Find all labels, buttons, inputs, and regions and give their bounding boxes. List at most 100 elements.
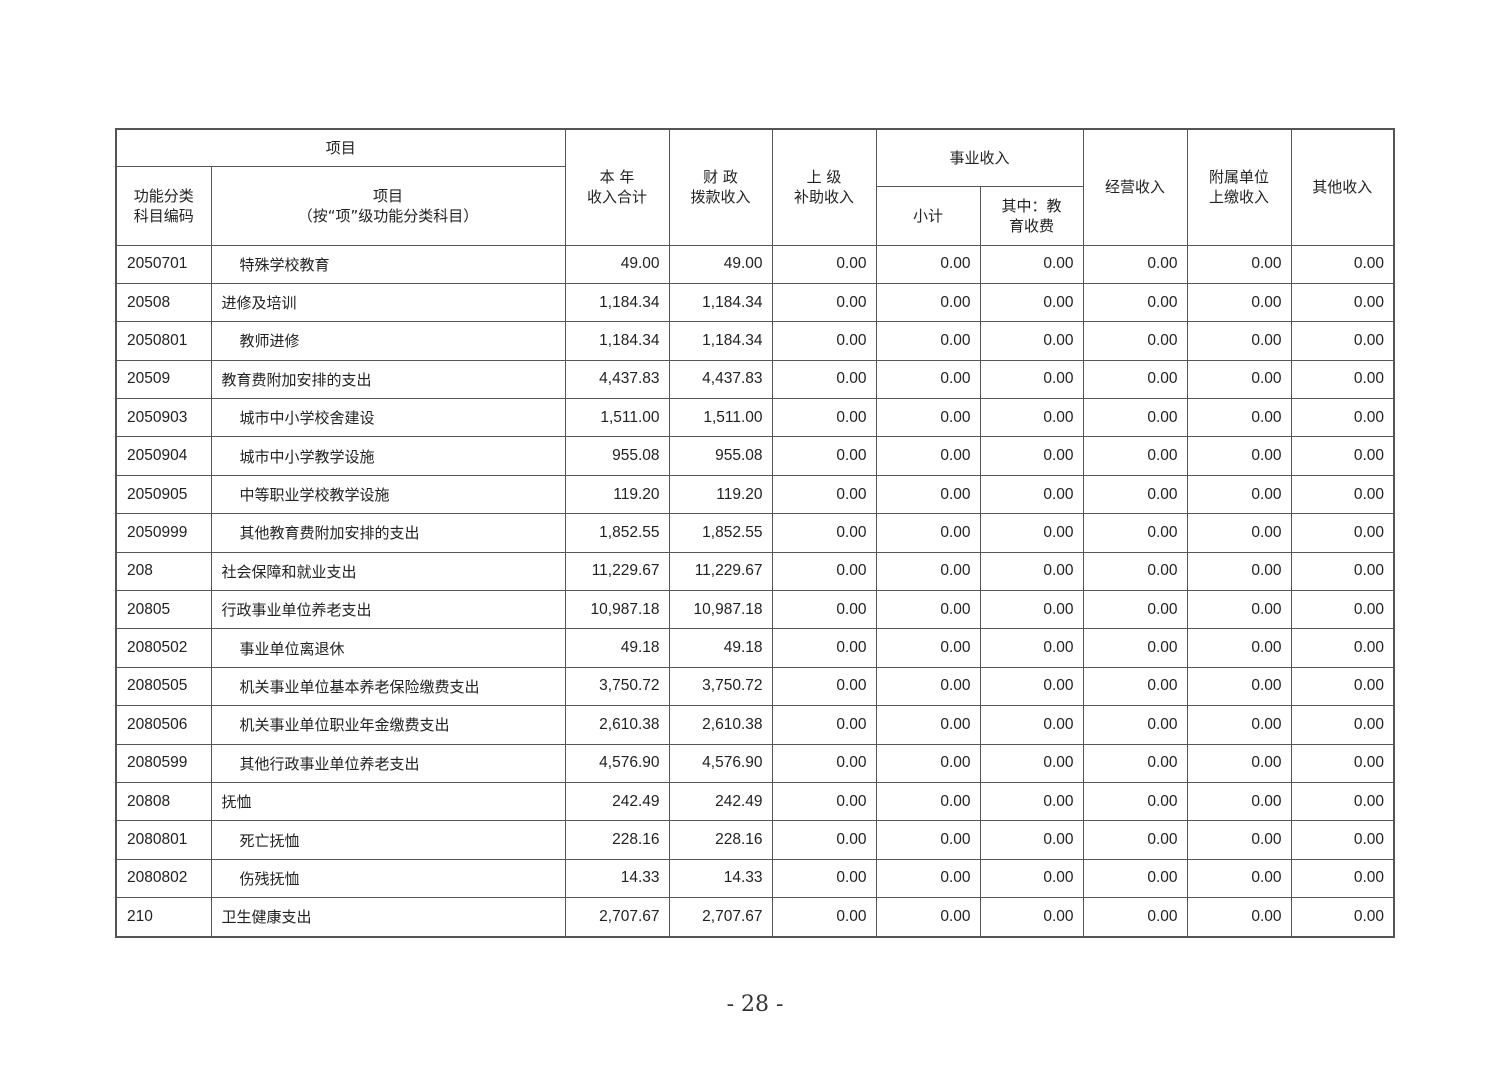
header-other: 其他收入: [1290, 128, 1395, 246]
row-value: 0.00: [979, 436, 1084, 476]
row-value: 0.00: [1186, 666, 1292, 707]
row-value: 0.00: [771, 474, 877, 515]
row-name: 中等职业学校教学设施: [210, 474, 566, 515]
row-value: 0.00: [875, 897, 981, 938]
row-value: 228.16: [564, 820, 670, 860]
row-code: 2080502: [115, 628, 212, 668]
row-value: 0.00: [1186, 628, 1292, 668]
row-value: 0.00: [771, 590, 877, 630]
table-row: 2050701 特殊学校教育 49.00 49.00 0.00 0.00 0.00 0.00 0…: [115, 244, 1395, 284]
row-value: 0.00: [1082, 282, 1188, 323]
table-row: 2050903 城市中小学校舍建设 1,511.00 1,511.00 0.00 0.00…: [115, 398, 1395, 438]
row-value: 0.00: [875, 551, 981, 592]
row-value: 242.49: [668, 781, 773, 822]
row-value: 0.00: [771, 743, 877, 783]
row-value: 0.00: [979, 474, 1084, 515]
row-value: 14.33: [668, 858, 773, 899]
row-value: 0.00: [979, 743, 1084, 783]
row-name: 其他行政事业单位养老支出: [210, 743, 566, 783]
row-value: 0.00: [875, 820, 981, 860]
row-value: 0.00: [1082, 666, 1188, 707]
header-subtotal: 小计: [875, 185, 981, 246]
row-value: 0.00: [979, 858, 1084, 899]
row-value: 0.00: [979, 781, 1084, 822]
row-value: 0.00: [1290, 858, 1395, 899]
row-value: 1,184.34: [564, 282, 670, 323]
row-value: 0.00: [1290, 781, 1395, 822]
row-value: 0.00: [979, 590, 1084, 630]
row-value: 0.00: [979, 244, 1084, 284]
row-value: 0.00: [1082, 590, 1188, 630]
row-value: 0.00: [771, 628, 877, 668]
table-row: 2080502 事业单位离退休 49.18 49.18 0.00 0.00 0.00 0.00…: [115, 628, 1395, 668]
row-value: 0.00: [1290, 398, 1395, 438]
row-value: 0.00: [979, 513, 1084, 553]
row-value: 0.00: [875, 513, 981, 553]
row-value: 11,229.67: [668, 551, 773, 592]
row-value: 2,707.67: [564, 897, 670, 938]
row-value: 242.49: [564, 781, 670, 822]
row-name: 城市中小学教学设施: [210, 436, 566, 476]
row-value: 0.00: [875, 436, 981, 476]
row-value: 0.00: [1186, 781, 1292, 822]
row-value: 0.00: [1082, 551, 1188, 592]
row-value: 3,750.72: [564, 666, 670, 707]
header-item-group: 项目: [115, 128, 566, 167]
row-code: 2080505: [115, 666, 212, 707]
row-value: 49.18: [564, 628, 670, 668]
row-value: 0.00: [875, 474, 981, 515]
row-code: 2050903: [115, 398, 212, 438]
row-value: 10,987.18: [668, 590, 773, 630]
table-row: 20509 教育费附加安排的支出 4,437.83 4,437.83 0.00 0.00 0…: [115, 359, 1395, 400]
row-value: 0.00: [1290, 628, 1395, 668]
row-value: 0.00: [771, 551, 877, 592]
row-code: 20508: [115, 282, 212, 323]
row-value: 0.00: [875, 858, 981, 899]
row-value: 2,610.38: [564, 705, 670, 745]
row-value: 0.00: [1290, 244, 1395, 284]
header-item-label: 项目: [373, 186, 404, 205]
table-row: 2050801 教师进修 1,184.34 1,184.34 0.00 0.00 0.00 0…: [115, 321, 1395, 361]
row-value: 1,184.34: [668, 282, 773, 323]
row-value: 0.00: [771, 282, 877, 323]
row-value: 0.00: [771, 705, 877, 745]
row-value: 0.00: [1290, 513, 1395, 553]
row-code: 20509: [115, 359, 212, 400]
row-value: 14.33: [564, 858, 670, 899]
row-name: 卫生健康支出: [210, 897, 566, 938]
row-value: 0.00: [1290, 436, 1395, 476]
table-row: 2080599 其他行政事业单位养老支出 4,576.90 4,576.90 0.00 0…: [115, 743, 1395, 783]
row-value: 0.00: [1186, 743, 1292, 783]
row-value: 0.00: [875, 398, 981, 438]
row-name: 机关事业单位基本养老保险缴费支出: [210, 666, 566, 707]
row-value: 0.00: [979, 359, 1084, 400]
row-value: 0.00: [1290, 359, 1395, 400]
row-value: 0.00: [1290, 743, 1395, 783]
row-value: 0.00: [1290, 820, 1395, 860]
row-value: 0.00: [979, 551, 1084, 592]
header-business: 事业收入: [875, 128, 1084, 187]
row-value: 2,707.67: [668, 897, 773, 938]
row-value: 228.16: [668, 820, 773, 860]
row-value: 0.00: [1290, 590, 1395, 630]
row-value: 0.00: [1082, 474, 1188, 515]
row-name: 社会保障和就业支出: [210, 551, 566, 592]
table-row: 210 卫生健康支出 2,707.67 2,707.67 0.00 0.00 0.00 0.0…: [115, 897, 1395, 938]
row-value: 0.00: [979, 897, 1084, 938]
row-value: 0.00: [1290, 474, 1395, 515]
row-value: 0.00: [771, 820, 877, 860]
page-number: - 28 -: [726, 992, 784, 1017]
row-value: 0.00: [1290, 282, 1395, 323]
row-value: 49.00: [668, 244, 773, 284]
row-value: 1,511.00: [668, 398, 773, 438]
row-code: 2080506: [115, 705, 212, 745]
row-value: 0.00: [1186, 705, 1292, 745]
table-row: 2080802 伤残抚恤 14.33 14.33 0.00 0.00 0.00 0.00 0.0…: [115, 858, 1395, 899]
row-value: 0.00: [771, 897, 877, 938]
row-value: 1,184.34: [564, 321, 670, 361]
row-code: 208: [115, 551, 212, 592]
row-value: 0.00: [1186, 321, 1292, 361]
row-code: 20805: [115, 590, 212, 630]
row-name: 抚恤: [210, 781, 566, 822]
table-row: 2080506 机关事业单位职业年金缴费支出 2,610.38 2,610.38 0.0…: [115, 705, 1395, 745]
